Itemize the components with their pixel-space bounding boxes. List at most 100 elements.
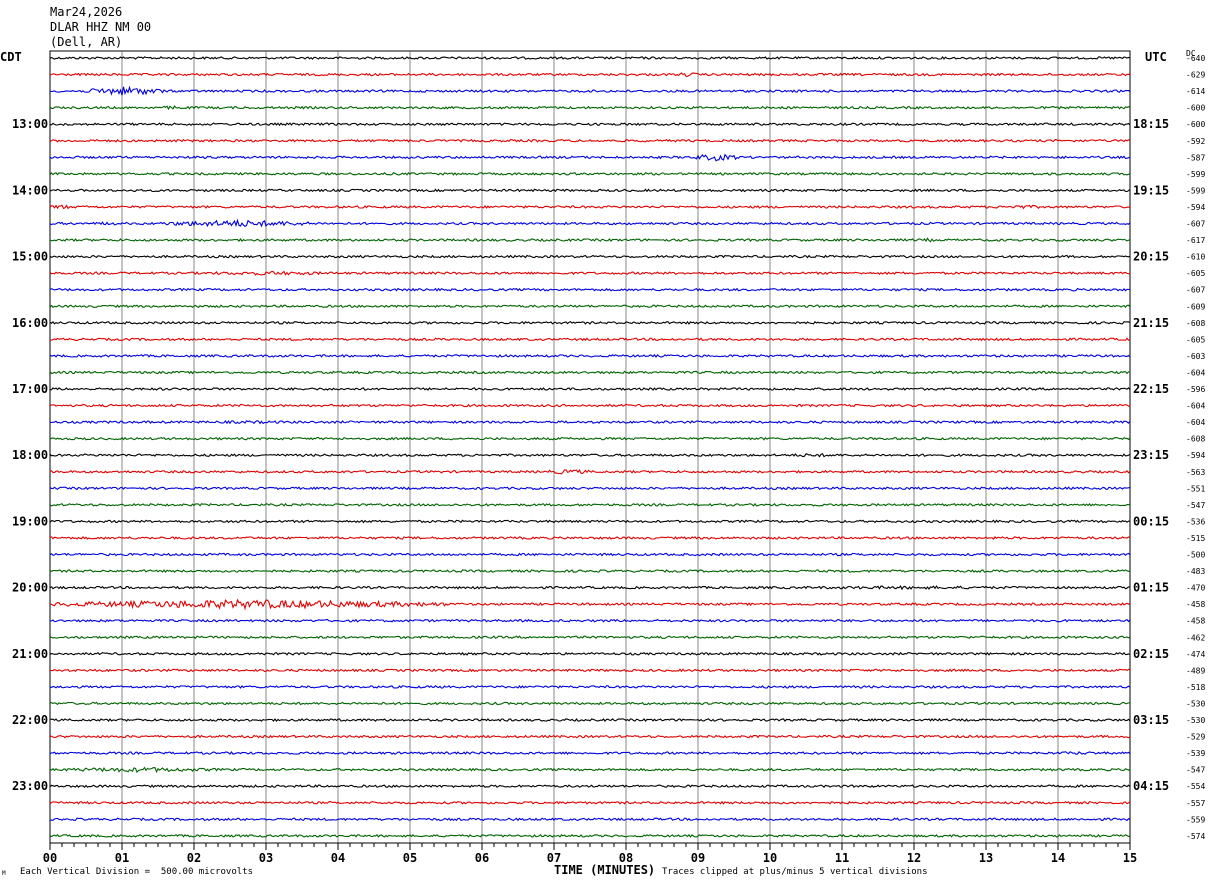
cdt-hour-label: 16:00 <box>12 316 48 330</box>
seismic-trace <box>49 304 1131 309</box>
utc-hour-label: 02:15 <box>1133 647 1169 661</box>
seismic-trace <box>49 171 1131 176</box>
seismic-trace <box>49 72 1131 77</box>
seismic-trace <box>49 122 1131 127</box>
dc-offset-label: -608 <box>1186 319 1205 328</box>
seismic-trace <box>49 55 1131 60</box>
dc-offset-label: -596 <box>1186 385 1205 394</box>
x-tick-label: 12 <box>907 851 921 865</box>
cdt-hour-label: 19:00 <box>12 514 48 528</box>
corner-mark: M <box>2 870 6 877</box>
seismic-trace <box>49 254 1131 259</box>
dc-offset-label: -547 <box>1186 501 1205 510</box>
dc-offset-label: -594 <box>1186 451 1205 460</box>
seismic-trace <box>49 270 1131 276</box>
dc-offset-label: -594 <box>1186 203 1205 212</box>
x-tick-label: 07 <box>547 851 561 865</box>
dc-offset-label: -474 <box>1186 650 1205 659</box>
dc-offset-label: -640 <box>1186 54 1205 63</box>
seismic-trace <box>49 766 1131 774</box>
seismic-trace <box>49 569 1131 574</box>
x-axis-title: TIME (MINUTES) <box>554 863 656 877</box>
utc-hour-label: 18:15 <box>1133 117 1169 131</box>
cdt-hour-label: 22:00 <box>12 713 48 727</box>
utc-hour-label: 21:15 <box>1133 316 1169 330</box>
dc-offset-label: -536 <box>1186 517 1205 526</box>
dc-offset-label: -530 <box>1186 716 1205 725</box>
dc-offset-label: -554 <box>1186 782 1205 791</box>
seismic-trace <box>49 718 1131 722</box>
seismic-trace <box>49 668 1131 673</box>
seismic-trace <box>49 105 1131 111</box>
seismic-trace <box>49 751 1131 756</box>
dc-offset-label: -458 <box>1186 600 1205 609</box>
dc-offset-label: -607 <box>1186 286 1205 295</box>
seismic-trace <box>50 701 1131 706</box>
utc-hour-label: 22:15 <box>1133 382 1169 396</box>
seismic-trace <box>49 734 1131 739</box>
x-tick-label: 09 <box>691 851 705 865</box>
dc-offset-label: -609 <box>1186 302 1205 311</box>
dc-offset-label: -614 <box>1186 87 1205 96</box>
dc-offset-label: -604 <box>1186 402 1205 411</box>
utc-hour-label: 00:15 <box>1133 514 1169 528</box>
cdt-hour-label: 14:00 <box>12 183 48 197</box>
dc-offset-label: -547 <box>1186 766 1205 775</box>
seismic-trace <box>49 651 1131 656</box>
scale-note: Each Vertical Division = 500.00 microvol… <box>20 867 253 877</box>
dc-offset-label: -592 <box>1186 137 1205 146</box>
dc-offset-label: -462 <box>1186 633 1205 642</box>
dc-offset-label: -605 <box>1186 269 1205 278</box>
cdt-hour-label: 15:00 <box>12 250 48 264</box>
cdt-label: CDT <box>0 50 22 64</box>
location-label: (Dell, AR) <box>50 35 123 49</box>
seismic-trace <box>49 817 1131 822</box>
dc-offset-label: -610 <box>1186 253 1205 262</box>
seismic-trace <box>49 218 1131 228</box>
utc-hour-label: 20:15 <box>1133 250 1169 264</box>
dc-offset-label: -563 <box>1186 468 1205 477</box>
cdt-hour-label: 18:00 <box>12 448 48 462</box>
x-tick-label: 05 <box>403 851 417 865</box>
dc-offset-label: -608 <box>1186 435 1205 444</box>
seismic-trace <box>49 387 1131 391</box>
utc-hour-label: 19:15 <box>1133 183 1169 197</box>
x-tick-label: 06 <box>475 851 489 865</box>
seismic-trace <box>49 635 1131 640</box>
dc-offset-label: -557 <box>1186 799 1205 808</box>
seismic-trace <box>49 85 1131 96</box>
x-tick-label: 13 <box>979 851 993 865</box>
cdt-hour-label: 23:00 <box>12 779 48 793</box>
dc-offset-label: -518 <box>1186 683 1205 692</box>
x-tick-label: 00 <box>43 851 57 865</box>
dc-offset-label: -629 <box>1186 71 1205 80</box>
seismic-trace <box>49 684 1131 689</box>
dc-offset-label: -604 <box>1186 418 1205 427</box>
seismic-trace <box>49 453 1131 458</box>
seismic-trace <box>49 552 1131 557</box>
dc-label: DC <box>1186 49 1196 58</box>
cdt-hour-label: 21:00 <box>12 647 48 661</box>
seismic-trace <box>49 353 1131 358</box>
dc-offset-label: -470 <box>1186 584 1205 593</box>
clip-note: Traces clipped at plus/minus 5 vertical … <box>662 867 928 877</box>
utc-label: UTC <box>1145 50 1167 64</box>
seismic-trace <box>49 188 1131 193</box>
station-label: DLAR HHZ NM 00 <box>50 20 152 34</box>
seismic-trace <box>49 502 1131 507</box>
seismic-trace <box>49 370 1131 375</box>
seismic-trace <box>49 337 1131 342</box>
x-tick-label: 14 <box>1051 851 1065 865</box>
x-tick-label: 10 <box>763 851 777 865</box>
x-tick-label: 01 <box>115 851 129 865</box>
dc-offset-label: -539 <box>1186 749 1205 758</box>
seismic-trace <box>49 833 1131 838</box>
dc-offset-label: -603 <box>1186 352 1205 361</box>
dc-offset-label: -489 <box>1186 666 1205 675</box>
x-tick-label: 11 <box>835 851 849 865</box>
seismic-trace <box>49 585 1130 591</box>
utc-hour-label: 01:15 <box>1133 581 1169 595</box>
dc-offset-label: -600 <box>1186 120 1205 129</box>
date-label: Mar24,2026 <box>50 5 123 19</box>
